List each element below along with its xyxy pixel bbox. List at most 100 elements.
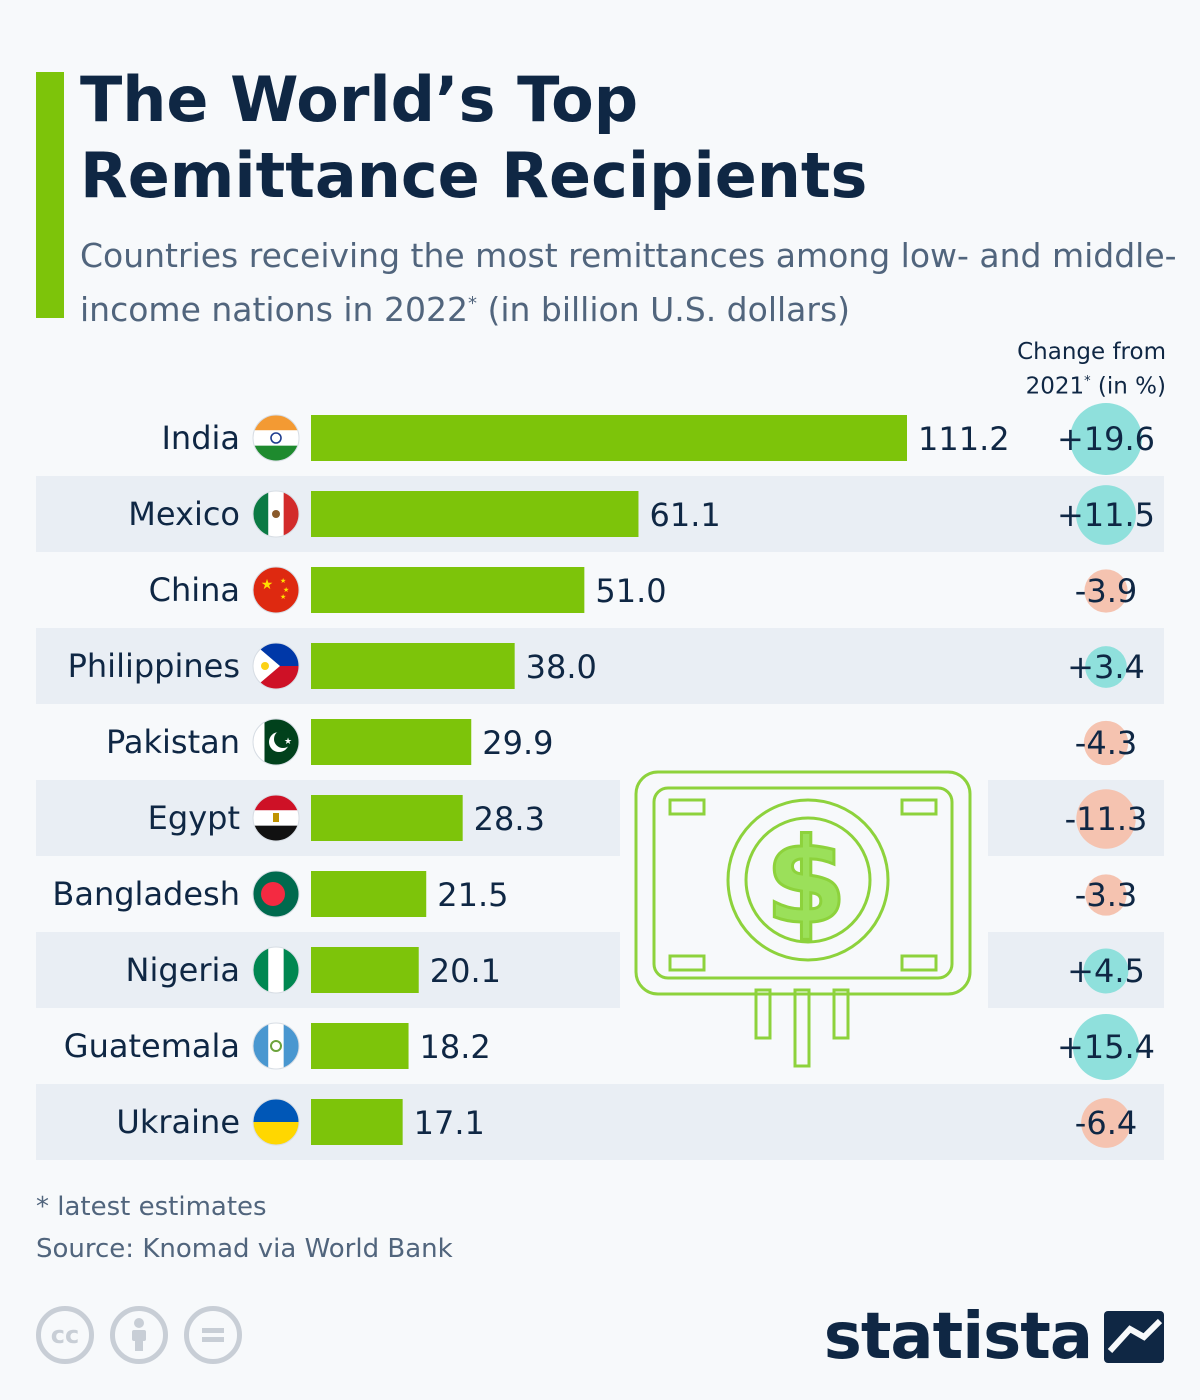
value-label: 51.0 (595, 572, 666, 610)
category-label: Ukraine (116, 1103, 240, 1141)
bar (311, 491, 639, 537)
no-derivatives-icon[interactable] (184, 1306, 242, 1364)
bill-slot (668, 954, 706, 972)
chart-row-china: China ★ ★★★ 51.0 -3.9 (149, 566, 1137, 614)
category-label: Mexico (128, 495, 240, 533)
change-header-asterisk: * (1084, 374, 1091, 389)
change-label: +4.5 (1067, 952, 1145, 990)
change-bubble (1083, 720, 1129, 766)
source-note: Source: Knomad via World Bank (36, 1234, 453, 1264)
dollar-sign-icon: $ (765, 812, 847, 950)
svg-text:★: ★ (280, 593, 286, 601)
statista-logo[interactable]: statista (824, 1300, 1164, 1374)
drip-bar (793, 988, 811, 1068)
change-header-line-1: Change from (1017, 339, 1166, 365)
subtitle-unit: (in billion U.S. dollars) (476, 290, 851, 329)
change-bubble (1072, 1013, 1140, 1081)
change-label: +3.4 (1067, 648, 1145, 686)
chart-row-mexico: Mexico 61.1 +11.5 (128, 485, 1155, 545)
bar (311, 719, 472, 765)
value-label: 20.1 (430, 952, 501, 990)
change-label: -3.3 (1075, 876, 1137, 914)
change-bubble (1085, 874, 1127, 916)
title-line-2: Remittance Recipients (80, 139, 868, 212)
ukraine-flag (252, 1098, 300, 1146)
dollar-bill-icon: $ (620, 760, 988, 1068)
value-label: 61.1 (649, 496, 720, 534)
nigeria-flag (252, 946, 300, 994)
category-label: India (161, 419, 240, 457)
svg-text:★: ★ (283, 586, 289, 594)
cc-icon[interactable]: cc (36, 1306, 94, 1364)
chart-row-india: India 111.2 +19.6 (161, 403, 1155, 475)
change-label: +15.4 (1057, 1028, 1155, 1066)
category-label: Guatemala (64, 1027, 240, 1065)
chart-row-egypt: Egypt 28.3 -11.3 (148, 789, 1147, 849)
bill-inner-frame (652, 786, 954, 980)
title-line-1: The World’s Top (80, 63, 639, 136)
category-label: China (149, 571, 240, 609)
bar (311, 795, 463, 841)
change-header-line-2: 2021* (in %) (946, 367, 1166, 402)
page-title: The World’s Top Remittance Recipients (80, 62, 1160, 214)
category-label: Egypt (148, 799, 240, 837)
change-label: -3.9 (1075, 572, 1137, 610)
attribution-icon[interactable] (110, 1306, 168, 1364)
svg-text:★: ★ (261, 577, 274, 593)
value-label: 18.2 (420, 1028, 491, 1066)
bar (311, 1023, 409, 1069)
change-header-unit: (in %) (1090, 373, 1166, 400)
chart-row-philippines: Philippines 38.0 +3.4 (68, 642, 1145, 690)
svg-text:★: ★ (280, 577, 286, 585)
chart-row-nigeria: Nigeria 20.1 +4.5 (126, 946, 1145, 994)
egypt-flag (252, 794, 300, 842)
bill-outer-frame (634, 770, 972, 996)
bar (311, 415, 907, 461)
bar (311, 947, 419, 993)
title-accent-bar (36, 72, 64, 318)
change-bubble (1076, 485, 1136, 545)
mexico-flag (252, 490, 300, 538)
chart-row-guatemala: Guatemala 18.2 +15.4 (64, 1013, 1155, 1081)
drip-bar (832, 988, 850, 1040)
drip-bar (754, 988, 772, 1040)
change-bubble (1081, 1098, 1131, 1148)
value-label: 38.0 (526, 648, 597, 686)
guatemala-flag (252, 1022, 300, 1070)
value-label: 21.5 (437, 876, 508, 914)
chart-row-ukraine: Ukraine 17.1 -6.4 (116, 1098, 1137, 1148)
value-label: 111.2 (918, 420, 1010, 458)
india-flag (252, 414, 300, 462)
coin-outer-ring (726, 798, 890, 962)
change-label: +11.5 (1057, 496, 1155, 534)
bar (311, 1099, 403, 1145)
change-bubble (1070, 403, 1142, 475)
change-column-header: Change from 2021* (in %) (946, 338, 1166, 402)
bar (311, 643, 515, 689)
change-bubble (1085, 646, 1127, 688)
category-label: Nigeria (126, 951, 240, 989)
bill-slot (668, 798, 706, 816)
category-label: Bangladesh (52, 875, 240, 913)
chart-row-bangladesh: Bangladesh 21.5 -3.3 (52, 870, 1137, 918)
subtitle-text: Countries receiving the most remittances… (80, 236, 1177, 329)
statista-mark-icon (1104, 1311, 1164, 1363)
bar (311, 871, 427, 917)
brand-name: statista (823, 1300, 1093, 1374)
value-label: 17.1 (414, 1104, 485, 1142)
change-bubble (1084, 569, 1128, 613)
coin-inner-ring (744, 816, 872, 944)
row-stripe (36, 628, 1164, 704)
change-label: -4.3 (1075, 724, 1137, 762)
china-flag: ★ ★★★ (252, 566, 300, 614)
category-label: Pakistan (106, 723, 240, 761)
category-label: Philippines (68, 647, 240, 685)
value-label: 28.3 (474, 800, 545, 838)
change-bubble (1076, 789, 1136, 849)
value-label: 29.9 (482, 724, 553, 762)
row-stripe (36, 1084, 1164, 1160)
philippines-flag (252, 642, 300, 690)
subtitle-asterisk: * (467, 293, 477, 314)
bill-slot (900, 954, 938, 972)
